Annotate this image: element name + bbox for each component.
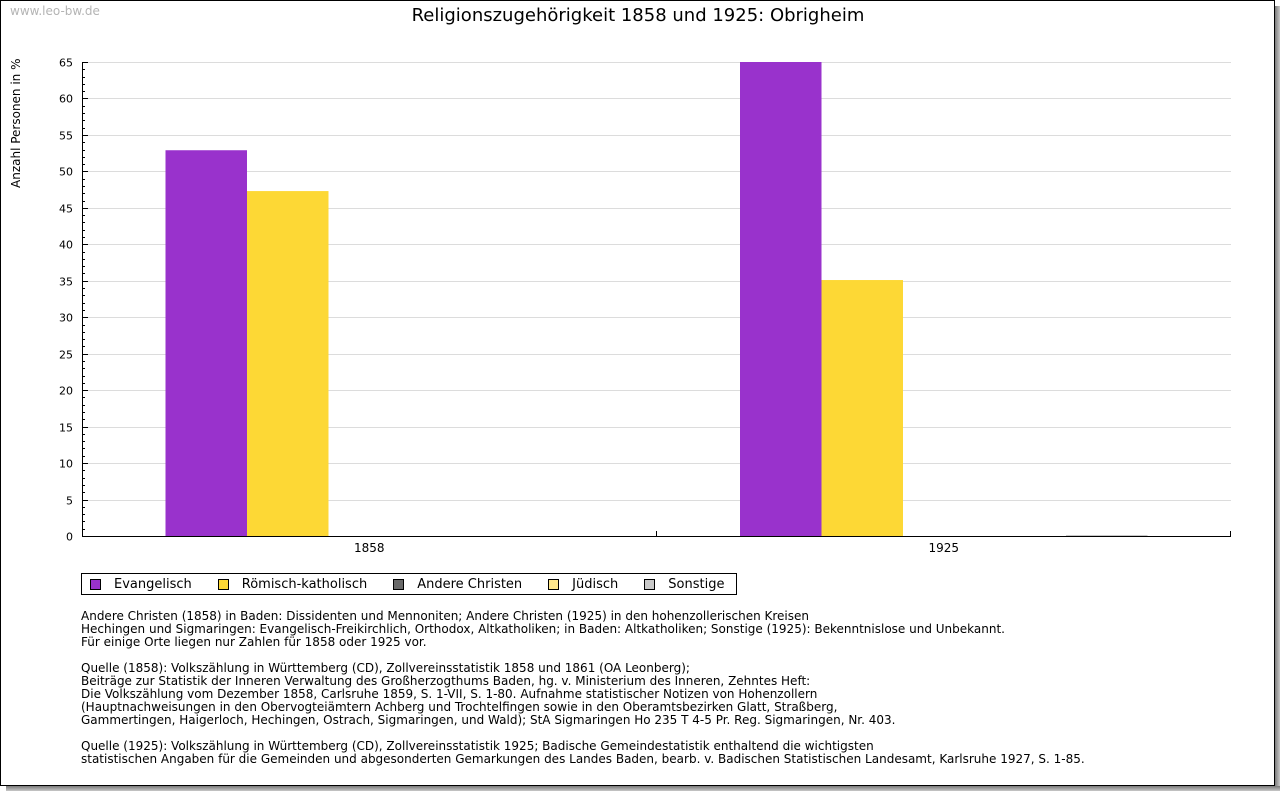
- note-source-1925: Quelle (1925): Volkszählung in Württembe…: [81, 739, 1085, 766]
- y-tick-label: 15: [59, 422, 73, 435]
- bar-evangelisch-1925: [740, 62, 822, 536]
- y-tick-label: 20: [59, 385, 73, 398]
- legend-swatch: [90, 578, 101, 590]
- legend-swatch: [644, 578, 656, 590]
- bar-evangelisch-1858: [165, 150, 247, 536]
- y-tick-label: 35: [59, 276, 73, 289]
- legend-label: Sonstige: [668, 576, 725, 592]
- y-tick-label: 55: [59, 130, 73, 143]
- legend-item: Römisch-katholisch: [217, 576, 368, 592]
- notes: Andere Christen (1858) in Baden: Disside…: [81, 610, 1085, 779]
- y-tick-label: 25: [59, 349, 73, 362]
- legend-label: Jüdisch: [572, 576, 619, 592]
- legend-item: Jüdisch: [548, 577, 618, 592]
- y-tick-label: 50: [59, 166, 73, 179]
- legend-item: Andere Christen: [393, 577, 522, 592]
- legend-item: Evangelisch: [90, 577, 192, 592]
- y-tick-label: 60: [59, 93, 73, 106]
- x-tick-label: 1858: [354, 541, 385, 555]
- y-tick-label: 0: [66, 531, 73, 544]
- legend-swatch: [548, 578, 560, 590]
- legend-item: Sonstige: [644, 577, 724, 592]
- legend-label: Römisch-katholisch: [241, 576, 368, 592]
- y-tick-label: 10: [59, 458, 73, 471]
- y-tick-label: 40: [59, 239, 73, 252]
- y-tick-label: 5: [66, 495, 73, 508]
- x-tick-label: 1925: [928, 541, 959, 555]
- legend-label: Andere Christen: [417, 576, 523, 592]
- bar-r-misch-katholisch-1925: [821, 280, 903, 536]
- chart-title: Religionszugehörigkeit 1858 und 1925: Ob…: [411, 5, 865, 26]
- bars: [165, 62, 1148, 536]
- legend-swatch: [217, 578, 229, 590]
- x-tick-labels: 1858 1925: [354, 541, 959, 555]
- frame-shadow-bottom: [6, 786, 1280, 791]
- note-definitions: Andere Christen (1858) in Baden: Disside…: [81, 609, 1005, 649]
- y-tick-label: 65: [59, 57, 73, 70]
- watermark: www.leo-bw.de: [10, 4, 100, 18]
- bar-chart: 0 5 10 15 20 25 30 35 40 45 50 55 60 65 1858 1925: [59, 57, 1231, 555]
- note-source-1858: Quelle (1858): Volkszählung in Württembe…: [81, 661, 896, 727]
- legend-swatch: [393, 578, 405, 590]
- bar-sonstige-1925: [1066, 535, 1148, 536]
- legend: Evangelisch Römisch-katholisch Andere Chri…: [81, 573, 737, 595]
- legend-label: Evangelisch: [114, 576, 192, 592]
- frame-shadow-right: [1275, 6, 1280, 788]
- axes: [82, 62, 1231, 537]
- y-tick-labels: 0 5 10 15 20 25 30 35 40 45 50 55 60 65: [59, 57, 73, 544]
- bar-r-misch-katholisch-1858: [247, 191, 329, 536]
- y-tick-label: 30: [59, 312, 73, 325]
- y-tick-label: 45: [59, 203, 73, 216]
